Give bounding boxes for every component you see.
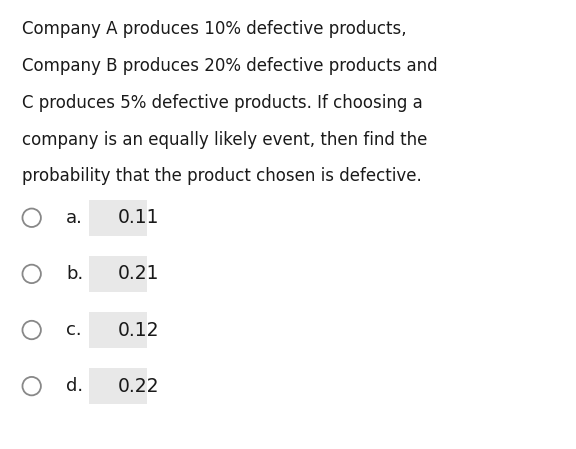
Ellipse shape bbox=[22, 208, 41, 227]
FancyBboxPatch shape bbox=[89, 200, 147, 236]
FancyBboxPatch shape bbox=[89, 256, 147, 292]
Text: 0.21: 0.21 bbox=[118, 264, 160, 283]
FancyBboxPatch shape bbox=[89, 368, 147, 404]
Text: 0.11: 0.11 bbox=[118, 208, 160, 227]
Text: a.: a. bbox=[66, 209, 83, 227]
Text: 0.22: 0.22 bbox=[118, 377, 160, 396]
Text: d.: d. bbox=[66, 377, 84, 395]
Text: b.: b. bbox=[66, 265, 84, 283]
Ellipse shape bbox=[22, 321, 41, 339]
Text: Company B produces 20% defective products and: Company B produces 20% defective product… bbox=[22, 57, 438, 75]
Text: probability that the product chosen is defective.: probability that the product chosen is d… bbox=[22, 167, 422, 185]
Text: Company A produces 10% defective products,: Company A produces 10% defective product… bbox=[22, 20, 407, 38]
Text: company is an equally likely event, then find the: company is an equally likely event, then… bbox=[22, 131, 427, 149]
Ellipse shape bbox=[22, 264, 41, 283]
FancyBboxPatch shape bbox=[89, 312, 147, 348]
Text: C produces 5% defective products. If choosing a: C produces 5% defective products. If cho… bbox=[22, 94, 423, 112]
Text: 0.12: 0.12 bbox=[118, 321, 160, 339]
Ellipse shape bbox=[22, 377, 41, 396]
Text: c.: c. bbox=[66, 321, 82, 339]
